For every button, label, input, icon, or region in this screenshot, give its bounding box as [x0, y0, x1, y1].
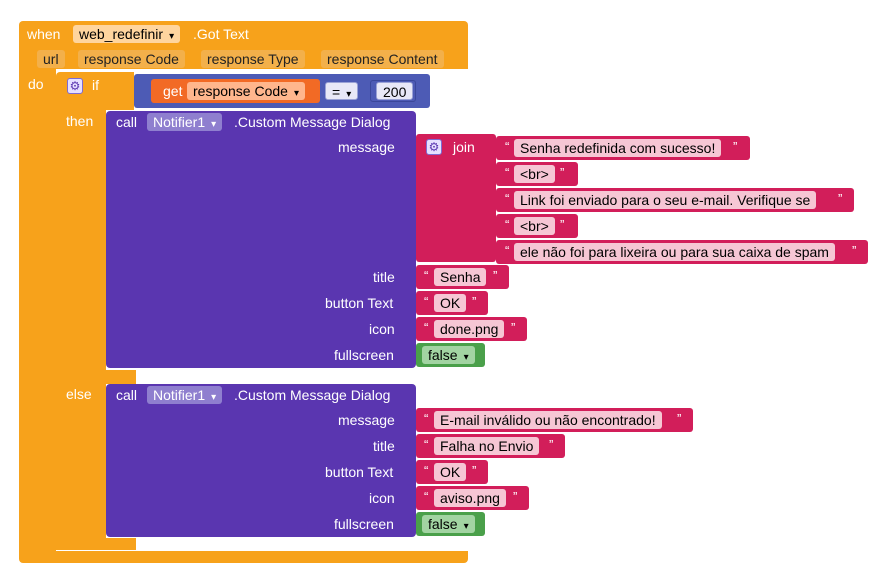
if-block-spine	[56, 110, 106, 550]
compare-operator-dropdown[interactable]: =	[325, 82, 359, 100]
get-label: get	[163, 83, 183, 99]
success-fullscreen-dropdown[interactable]: false	[422, 346, 475, 364]
failure-fullscreen-label: fullscreen	[334, 516, 394, 532]
event-name-label: .Got Text	[193, 26, 249, 42]
get-variable-dropdown[interactable]: response Code	[187, 82, 305, 100]
if-block-mid	[56, 370, 136, 384]
success-title-value[interactable]: Senha	[434, 268, 487, 286]
quote-open-icon: “	[505, 165, 510, 180]
quote-close-icon: ”	[733, 139, 738, 154]
success-fullscreen-label: fullscreen	[334, 347, 394, 363]
quote-close-icon: ”	[511, 320, 516, 335]
success-icon-label: icon	[369, 321, 395, 337]
success-call-label: call	[116, 114, 138, 130]
failure-component-dropdown[interactable]: Notifier1	[147, 386, 223, 404]
success-button-text-value[interactable]: OK	[434, 294, 467, 312]
failure-title-value[interactable]: Falha no Envio	[434, 437, 540, 455]
success-call-block[interactable]	[106, 111, 416, 368]
quote-close-icon: ”	[852, 243, 857, 258]
failure-method-label: .Custom Message Dialog	[234, 387, 391, 403]
event-component-dropdown[interactable]: web_redefinir	[73, 25, 181, 43]
event-block-bottom	[19, 551, 468, 563]
quote-open-icon: “	[424, 411, 429, 426]
param-response-type[interactable]: response Type	[201, 50, 305, 68]
if-mutator-gear-icon[interactable]: ⚙	[67, 78, 83, 94]
failure-call-block[interactable]	[106, 384, 416, 537]
quote-close-icon: ”	[493, 268, 498, 283]
quote-close-icon: ”	[549, 437, 554, 452]
text-value-5[interactable]: ele não foi para lixeira ou para sua cai…	[514, 243, 835, 261]
success-method-label: .Custom Message Dialog	[234, 114, 391, 130]
quote-close-icon: ”	[677, 411, 682, 426]
success-component-dropdown[interactable]: Notifier1	[147, 113, 223, 131]
quote-close-icon: ”	[513, 489, 518, 504]
failure-button-text-value[interactable]: OK	[434, 463, 467, 481]
failure-icon-label: icon	[369, 490, 395, 506]
text-value-2[interactable]: <br>	[514, 165, 555, 183]
quote-open-icon: “	[424, 268, 429, 283]
else-label: else	[66, 386, 92, 402]
quote-open-icon: “	[505, 191, 510, 206]
quote-open-icon: “	[424, 294, 429, 309]
quote-open-icon: “	[505, 243, 510, 258]
failure-icon-value[interactable]: aviso.png	[434, 489, 506, 507]
do-label: do	[28, 76, 44, 92]
join-block[interactable]	[416, 134, 496, 262]
failure-message-label: message	[338, 412, 395, 428]
quote-open-icon: “	[424, 320, 429, 335]
event-block-spine	[19, 69, 56, 552]
quote-open-icon: “	[505, 139, 510, 154]
success-icon-value[interactable]: done.png	[434, 320, 505, 338]
if-label: if	[92, 77, 99, 93]
failure-fullscreen-dropdown[interactable]: false	[422, 515, 475, 533]
param-response-code[interactable]: response Code	[78, 50, 185, 68]
text-value-1[interactable]: Senha redefinida com sucesso!	[514, 139, 722, 157]
quote-open-icon: “	[424, 437, 429, 452]
quote-close-icon: ”	[472, 463, 477, 478]
success-button-text-label: button Text	[325, 295, 394, 311]
quote-open-icon: “	[424, 489, 429, 504]
quote-close-icon: ”	[560, 217, 565, 232]
text-value-3[interactable]: Link foi enviado para o seu e-mail. Veri…	[514, 191, 817, 209]
number-value[interactable]: 200	[376, 82, 414, 100]
failure-message-value[interactable]: E-mail inválido ou não encontrado!	[434, 411, 662, 429]
failure-title-label: title	[373, 438, 395, 454]
failure-call-label: call	[116, 387, 138, 403]
when-label: when	[27, 26, 61, 42]
quote-open-icon: “	[505, 217, 510, 232]
failure-button-text-label: button Text	[325, 464, 394, 480]
text-value-4[interactable]: <br>	[514, 217, 555, 235]
join-mutator-gear-icon[interactable]: ⚙	[426, 139, 442, 155]
quote-open-icon: “	[424, 463, 429, 478]
quote-close-icon: ”	[472, 294, 477, 309]
param-response-content[interactable]: response Content	[321, 50, 444, 68]
if-block-bottom	[56, 538, 136, 550]
quote-close-icon: ”	[560, 165, 565, 180]
then-label: then	[66, 113, 94, 129]
quote-close-icon: ”	[838, 191, 843, 206]
success-title-label: title	[373, 269, 395, 285]
success-message-label: message	[338, 139, 395, 155]
param-url[interactable]: url	[37, 50, 65, 68]
join-label: join	[453, 139, 475, 155]
